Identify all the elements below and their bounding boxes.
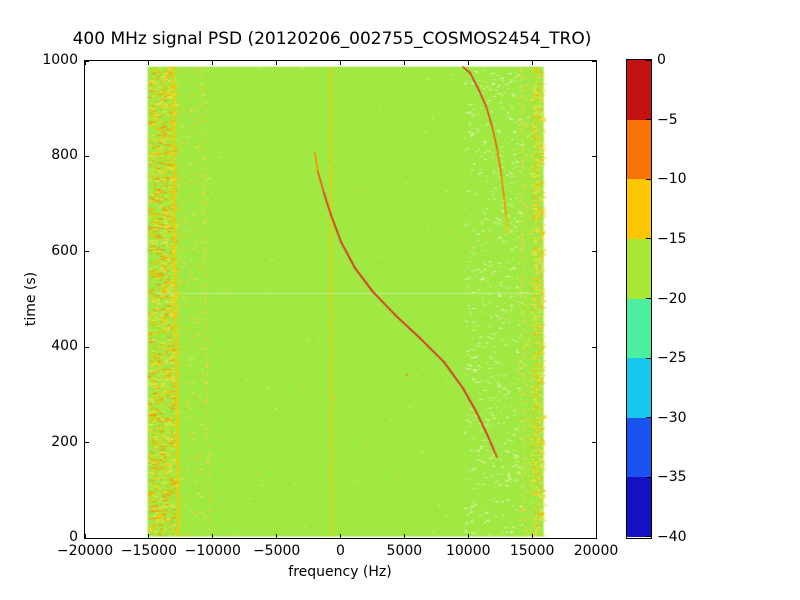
x-tick-mark-bottom bbox=[276, 534, 278, 538]
y-tick-mark-right bbox=[592, 155, 596, 157]
colorbar-band bbox=[627, 119, 651, 180]
x-tick-label: −15000 bbox=[120, 543, 178, 559]
colorbar-tick-mark bbox=[646, 357, 651, 359]
x-tick-mark-top bbox=[276, 61, 278, 65]
y-tick-label: 200 bbox=[51, 433, 78, 450]
colorbar-tick-mark bbox=[646, 417, 651, 419]
y-tick-mark-left bbox=[85, 251, 89, 253]
colorbar-tick-label: −35 bbox=[657, 469, 687, 486]
plot-area bbox=[84, 60, 597, 539]
y-tick-mark-left bbox=[85, 537, 89, 539]
y-tick-mark-right bbox=[592, 442, 596, 444]
colorbar-band bbox=[627, 358, 651, 418]
colorbar bbox=[626, 59, 652, 539]
colorbar-band bbox=[627, 477, 651, 537]
colorbar-tick-mark bbox=[646, 119, 651, 121]
y-tick-mark-right bbox=[592, 537, 596, 539]
x-tick-mark-bottom bbox=[340, 534, 341, 538]
colorbar-band bbox=[627, 238, 651, 299]
x-tick-mark-bottom bbox=[467, 534, 469, 538]
x-tick-mark-bottom bbox=[595, 534, 597, 538]
colorbar-band bbox=[627, 179, 651, 239]
colorbar-tick-mark bbox=[646, 476, 651, 478]
colorbar-band bbox=[627, 298, 651, 359]
x-tick-label: 15000 bbox=[509, 543, 555, 559]
colorbar-tick-mark bbox=[646, 298, 651, 299]
x-tick-mark-top bbox=[403, 61, 405, 65]
x-tick-label: 0 bbox=[336, 543, 345, 559]
y-tick-label: 600 bbox=[51, 242, 78, 259]
x-tick-mark-top bbox=[531, 61, 533, 65]
colorbar-tick-mark bbox=[646, 60, 651, 61]
x-tick-mark-top bbox=[84, 61, 86, 65]
colorbar-tick-label: −40 bbox=[657, 529, 687, 545]
x-axis-label: frequency (Hz) bbox=[288, 564, 392, 580]
y-tick-mark-left bbox=[85, 442, 89, 444]
colorbar-tick-label: −5 bbox=[657, 111, 678, 128]
colorbar-band bbox=[627, 417, 651, 478]
y-tick-mark-right bbox=[592, 346, 596, 348]
y-tick-label: 800 bbox=[51, 147, 78, 164]
y-tick-label: 1000 bbox=[42, 52, 78, 68]
colorbar-tick-mark bbox=[646, 238, 651, 240]
x-tick-mark-bottom bbox=[531, 534, 533, 538]
colorbar-tick-label: −10 bbox=[657, 171, 687, 188]
y-tick-mark-left bbox=[85, 60, 89, 62]
colorbar-tick-label: −25 bbox=[657, 350, 687, 367]
colorbar-band bbox=[627, 60, 651, 120]
x-tick-label: −20000 bbox=[56, 543, 114, 559]
x-tick-mark-bottom bbox=[403, 534, 405, 538]
colorbar-tick-mark bbox=[646, 536, 651, 537]
x-tick-mark-top bbox=[212, 61, 214, 65]
y-tick-mark-right bbox=[592, 60, 596, 62]
x-tick-label: 10000 bbox=[445, 543, 491, 559]
x-tick-mark-top bbox=[340, 61, 341, 65]
x-tick-mark-bottom bbox=[148, 534, 150, 538]
y-tick-label: 400 bbox=[51, 338, 78, 355]
y-axis-label: time (s) bbox=[23, 271, 39, 327]
x-tick-mark-bottom bbox=[212, 534, 214, 538]
x-tick-mark-top bbox=[467, 61, 469, 65]
x-tick-mark-top bbox=[595, 61, 597, 65]
colorbar-tick-label: −20 bbox=[657, 290, 687, 307]
x-tick-mark-top bbox=[148, 61, 150, 65]
y-tick-label: 0 bbox=[69, 529, 78, 545]
colorbar-tick-label: −15 bbox=[657, 230, 687, 247]
x-tick-mark-bottom bbox=[84, 534, 86, 538]
x-tick-label: 20000 bbox=[573, 543, 619, 559]
x-tick-label: −10000 bbox=[184, 543, 241, 559]
x-tick-label: 5000 bbox=[386, 543, 423, 559]
spectrogram-canvas bbox=[85, 61, 596, 538]
colorbar-tick-label: −30 bbox=[657, 409, 687, 426]
plot-title: 400 MHz signal PSD (20120206_002755_COSM… bbox=[72, 29, 592, 49]
y-tick-mark-left bbox=[85, 346, 89, 348]
x-tick-label: −5000 bbox=[252, 543, 301, 559]
y-tick-mark-left bbox=[85, 155, 89, 157]
colorbar-tick-label: 0 bbox=[657, 52, 666, 68]
colorbar-tick-mark bbox=[646, 178, 651, 180]
y-tick-mark-right bbox=[592, 251, 596, 253]
